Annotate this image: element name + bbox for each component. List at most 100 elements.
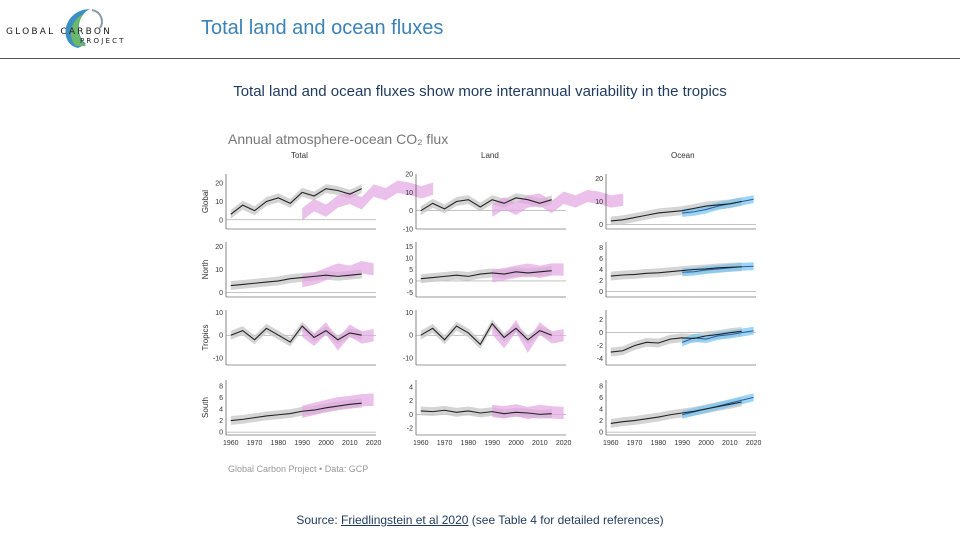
source-note: Source: Friedlingstein et al 2020 (see T… <box>0 513 960 527</box>
y-tick-label: 20 <box>215 181 223 188</box>
y-tick-label: 2 <box>219 418 223 425</box>
y-tick-label: 0 <box>219 333 223 340</box>
y-tick-label: -5 <box>407 290 413 297</box>
x-tick-label: 1970 <box>437 440 453 447</box>
y-tick-label: 4 <box>219 406 223 413</box>
x-tick-label: 2010 <box>532 440 548 447</box>
y-tick-label: 15 <box>405 244 413 251</box>
atmospheric-band-south-land <box>492 404 564 420</box>
row-label-global: Global <box>201 190 210 213</box>
y-tick-label: 2 <box>409 398 413 405</box>
y-tick-label: 0 <box>219 430 223 437</box>
column-title-land: Land <box>481 151 499 160</box>
x-tick-label: 1970 <box>247 440 263 447</box>
y-tick-label: 8 <box>599 383 603 390</box>
x-tick-label: 2000 <box>318 440 334 447</box>
row-label-south: South <box>201 397 210 418</box>
y-tick-label: 20 <box>595 176 603 183</box>
page-title: Total land and ocean fluxes <box>201 17 444 39</box>
y-tick-label: -10 <box>403 356 413 363</box>
x-tick-label: 1960 <box>223 440 239 447</box>
y-tick-label: 20 <box>215 244 223 251</box>
y-tick-label: 0 <box>599 222 603 229</box>
y-tick-label: -10 <box>403 227 413 234</box>
atmospheric-band-global-land <box>492 189 624 217</box>
header-divider <box>0 58 960 59</box>
y-tick-label: -2 <box>597 343 603 350</box>
y-tick-label: 0 <box>599 289 603 296</box>
column-title-ocean: Ocean <box>671 151 695 160</box>
x-tick-label: 1980 <box>271 440 287 447</box>
y-tick-label: -10 <box>213 356 223 363</box>
y-tick-label: 10 <box>405 190 413 197</box>
x-tick-label: 1980 <box>461 440 477 447</box>
atmospheric-band-tropics-land <box>492 319 564 353</box>
y-tick-label: 2 <box>599 418 603 425</box>
model-line-south-land <box>420 409 552 415</box>
chart-credit: Global Carbon Project • Data: GCP <box>228 464 368 474</box>
row-label-tropics: Tropics <box>201 325 210 351</box>
column-title-total: Total <box>291 151 308 160</box>
y-tick-label: 10 <box>405 310 413 317</box>
y-tick-label: 4 <box>599 406 603 413</box>
y-tick-label: 4 <box>599 267 603 274</box>
x-tick-label: 1970 <box>627 440 643 447</box>
source-link[interactable]: Friedlingstein et al 2020 <box>341 513 469 527</box>
atmospheric-band-global-total <box>302 180 434 221</box>
chart-title: Annual atmosphere-ocean CO₂ flux <box>228 131 448 147</box>
y-tick-label: 10 <box>215 199 223 206</box>
x-tick-label: 1960 <box>413 440 429 447</box>
y-tick-label: 2 <box>599 278 603 285</box>
x-tick-label: 1960 <box>603 440 619 447</box>
atmospheric-band-tropics-total <box>302 322 374 351</box>
y-tick-label: 0 <box>599 330 603 337</box>
x-tick-label: 1990 <box>294 440 310 447</box>
ocean-obs-line-south-ocean <box>682 396 754 416</box>
y-tick-label: 0 <box>599 430 603 437</box>
model-band-tropics-ocean <box>610 326 742 357</box>
ocean-obs-band-tropics-ocean <box>682 326 754 347</box>
x-tick-label: 2010 <box>342 440 358 447</box>
y-tick-label: 20 <box>405 172 413 179</box>
y-tick-label: 4 <box>409 384 413 391</box>
y-tick-label: 8 <box>219 383 223 390</box>
slide-subtitle: Total land and ocean fluxes show more in… <box>233 83 727 100</box>
x-tick-label: 2020 <box>746 440 762 447</box>
x-tick-label: 2010 <box>722 440 738 447</box>
x-tick-label: 2020 <box>366 440 382 447</box>
global-carbon-project-logo: GLOBAL CARBON PROJECT <box>6 4 136 54</box>
y-tick-label: 10 <box>215 267 223 274</box>
model-line-global-total <box>230 188 362 215</box>
y-tick-label: -2 <box>407 426 413 433</box>
y-tick-label: 0 <box>409 412 413 419</box>
y-tick-label: 0 <box>219 217 223 224</box>
y-tick-label: 0 <box>219 290 223 297</box>
model-line-north-ocean <box>610 266 742 277</box>
source-prefix: Source: <box>296 513 342 527</box>
y-tick-label: 6 <box>599 256 603 263</box>
x-tick-label: 2020 <box>556 440 572 447</box>
x-tick-label: 1990 <box>674 440 690 447</box>
flux-figure: Annual atmosphere-ocean CO₂ flux Total La… <box>201 131 762 474</box>
logo-swoosh-icon <box>65 9 103 48</box>
y-tick-label: 10 <box>215 310 223 317</box>
y-tick-label: 5 <box>409 267 413 274</box>
model-line-north-total <box>230 273 362 287</box>
model-line-tropics-total <box>230 325 362 343</box>
y-tick-label: 0 <box>409 208 413 215</box>
model-line-global-ocean <box>610 200 742 222</box>
model-line-north-land <box>420 270 552 280</box>
x-tick-label: 1980 <box>651 440 667 447</box>
y-tick-label: 6 <box>599 395 603 402</box>
y-tick-label: 0 <box>409 333 413 340</box>
row-label-north: North <box>201 260 210 280</box>
y-tick-label: 2 <box>599 317 603 324</box>
x-tick-label: 1990 <box>484 440 500 447</box>
logo-line2: PROJECT <box>80 37 126 45</box>
ocean-obs-line-tropics-ocean <box>682 330 754 343</box>
y-tick-label: 10 <box>405 256 413 263</box>
y-tick-label: 8 <box>599 245 603 252</box>
x-tick-label: 2000 <box>698 440 714 447</box>
model-line-tropics-land <box>420 322 552 346</box>
model-line-south-total <box>230 402 362 422</box>
